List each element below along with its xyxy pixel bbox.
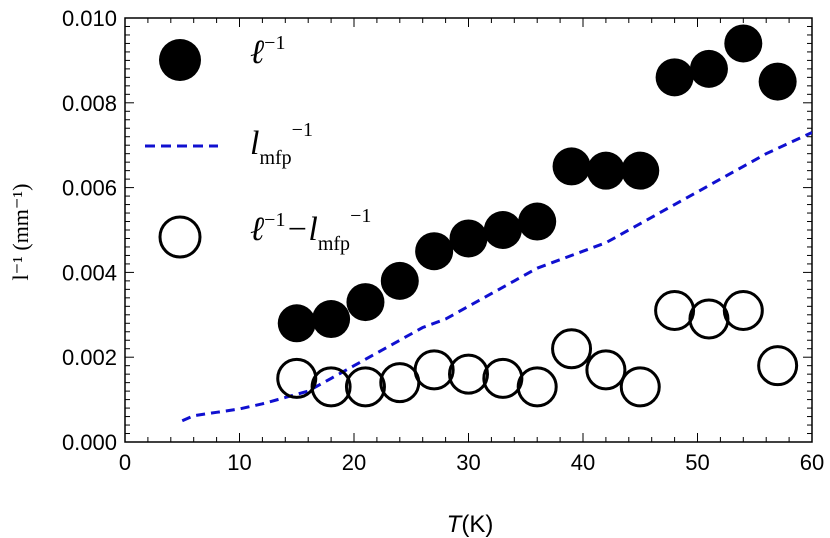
y-tick-label: 0.000 (62, 430, 117, 455)
series (181, 24, 812, 423)
x-tick-label: 60 (800, 450, 824, 475)
point-ell-inverse (621, 151, 660, 190)
point-difference (654, 290, 696, 332)
point-difference (344, 366, 386, 408)
point-ell-inverse (689, 49, 728, 88)
point-difference (551, 328, 593, 370)
legend-item-ell-inverse: ℓ−1 (159, 32, 285, 81)
point-ell-inverse (380, 261, 419, 300)
point-difference (276, 357, 318, 399)
x-tick-label: 20 (342, 450, 366, 475)
point-difference (688, 298, 730, 340)
point-ell-inverse (449, 219, 488, 258)
point-difference (310, 366, 352, 408)
legend-label-ell-inverse: ℓ−1 (250, 32, 285, 71)
x-tick-label: 10 (227, 450, 251, 475)
legend-item-difference: ℓ−1−lmfp−1 (158, 205, 371, 259)
point-difference (448, 353, 489, 395)
y-tick-label: 0.010 (62, 6, 117, 31)
point-ell-inverse (346, 283, 385, 322)
y-tick-label: 0.008 (62, 91, 117, 116)
x-tick-label: 0 (119, 450, 131, 475)
y-tick-label: 0.002 (62, 345, 117, 370)
legend: ℓ−1 lmfp−1 ℓ−1−lmfp−1 (145, 32, 371, 259)
point-difference (413, 349, 455, 391)
legend-label-lmfp-inverse: lmfp−1 (250, 119, 313, 169)
y-tick-label: 0.004 (62, 260, 117, 285)
point-difference (585, 349, 627, 391)
point-ell-inverse (518, 202, 557, 241)
point-difference (379, 362, 421, 404)
y-tick-label: 0.006 (62, 176, 117, 201)
legend-label-difference: ℓ−1−lmfp−1 (250, 205, 371, 255)
x-tick-label: 40 (571, 450, 595, 475)
point-difference (619, 366, 661, 408)
point-ell-inverse (415, 232, 454, 271)
point-ell-inverse (758, 62, 797, 101)
point-difference (722, 290, 764, 332)
point-difference (482, 357, 524, 399)
legend-item-lmfp-inverse: lmfp−1 (145, 119, 313, 169)
point-difference (516, 366, 558, 408)
y-axis-label: l⁻¹ (mm⁻¹) (8, 184, 33, 281)
legend-filled-circle-marker (159, 39, 201, 81)
x-tick-label: 30 (456, 450, 480, 475)
point-ell-inverse (724, 24, 763, 63)
series-line-lmfp-inverse (181, 131, 812, 423)
point-difference (757, 345, 799, 387)
legend-open-circle-marker (158, 215, 202, 259)
point-ell-inverse (483, 211, 522, 249)
ticks: 0 10 20 30 40 50 60 0.000 0.002 0.004 0.006 0.008 0.… (62, 6, 824, 475)
point-ell-inverse (655, 58, 694, 97)
point-ell-inverse (586, 151, 625, 190)
x-axis-label: T(K) (447, 511, 494, 538)
point-ell-inverse (552, 147, 591, 186)
point-ell-inverse (277, 304, 316, 343)
x-tick-label: 50 (685, 450, 709, 475)
point-ell-inverse (312, 300, 351, 339)
